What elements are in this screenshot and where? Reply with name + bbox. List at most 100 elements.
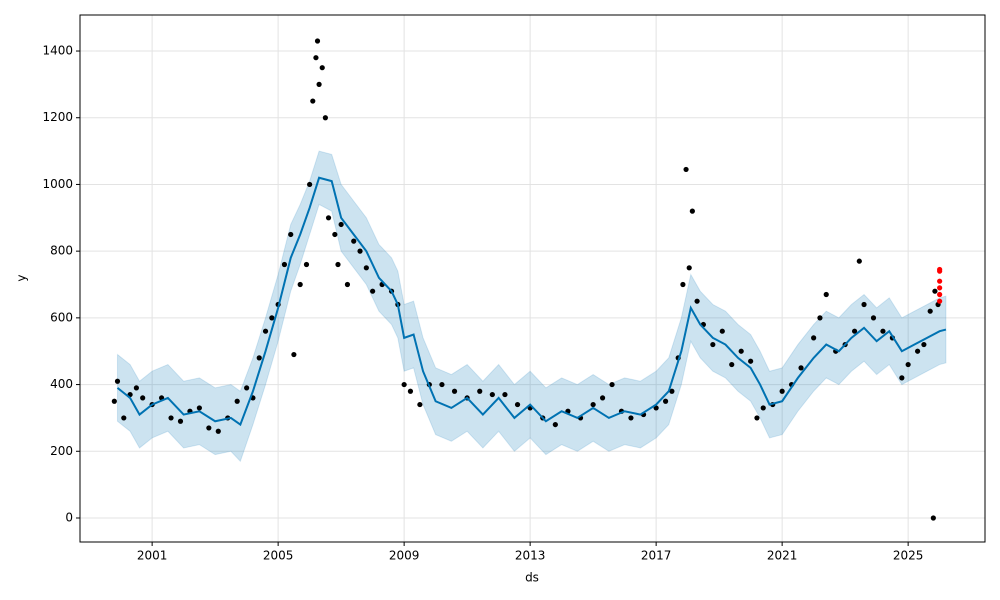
observed-point (683, 166, 689, 173)
observed-point (590, 401, 596, 408)
observed-point (823, 291, 829, 298)
x-tick-label: 2001 (137, 549, 168, 563)
observed-point (322, 115, 328, 121)
observed-point (307, 181, 313, 188)
observed-point (694, 298, 700, 304)
observed-point (880, 328, 886, 334)
observed-point (206, 425, 212, 431)
observed-point (401, 381, 407, 388)
observed-point (905, 361, 911, 368)
observed-point (234, 398, 240, 404)
observed-point (477, 388, 483, 394)
observed-point (314, 38, 321, 44)
observed-point (748, 358, 754, 364)
observed-point (344, 281, 351, 288)
observed-point (338, 221, 344, 228)
y-tick-label: 1400 (42, 44, 73, 58)
future-point (937, 291, 943, 298)
observed-point (215, 428, 221, 434)
observed-point (168, 415, 174, 421)
observed-point (303, 261, 310, 268)
observed-point (313, 55, 319, 61)
uncertainty-band (116, 150, 947, 463)
forecast-line (116, 176, 947, 427)
x-tick-label: 2017 (641, 549, 672, 563)
observed-point (351, 238, 357, 244)
y-tick-label: 400 (50, 377, 73, 391)
observed-point (552, 421, 558, 428)
observed-point (710, 341, 716, 348)
observed-point (760, 405, 766, 411)
observed-point (269, 315, 275, 321)
observed-point (316, 81, 322, 87)
x-tick-label: 2025 (893, 549, 924, 563)
observed-point (856, 258, 862, 264)
observed-point (357, 248, 363, 254)
observed-point (196, 405, 202, 411)
observed-point (914, 348, 921, 354)
observed-point (738, 348, 744, 354)
y-tick-label: 200 (50, 444, 73, 458)
observed-point (262, 328, 269, 334)
future-point (937, 298, 943, 304)
observed-point (451, 388, 458, 394)
observed-point (177, 418, 184, 424)
y-axis-label: y (15, 274, 29, 281)
y-tick-label: 800 (50, 244, 73, 258)
observed-point (599, 395, 606, 401)
observed-point (689, 208, 695, 214)
observed-point (662, 398, 669, 404)
observed-point (363, 265, 369, 271)
observed-point (407, 388, 414, 394)
observed-point (851, 328, 858, 334)
observed-point (609, 381, 615, 388)
observed-point (332, 231, 338, 238)
observed-point (439, 381, 445, 388)
observed-point (121, 415, 127, 421)
x-tick-label: 2009 (389, 549, 420, 563)
observed-point (669, 388, 675, 394)
observed-point (502, 391, 508, 398)
observed-point (111, 398, 117, 404)
observed-point (921, 341, 927, 348)
observed-point (335, 261, 341, 268)
observed-point (244, 385, 250, 391)
observed-point (256, 355, 262, 361)
observed-point (798, 365, 804, 371)
y-tick-label: 0 (65, 510, 73, 524)
x-tick-label: 2013 (515, 549, 546, 563)
observed-point (370, 288, 376, 294)
future-point (937, 266, 943, 273)
x-tick-label: 2005 (263, 549, 294, 563)
observed-point (653, 405, 659, 411)
observed-point (114, 378, 121, 384)
observed-point (140, 395, 146, 401)
plot-frame (79, 14, 986, 543)
observed-point (779, 388, 785, 394)
observed-point (870, 315, 877, 321)
observed-point (817, 315, 823, 321)
observed-point (288, 231, 294, 238)
future-point (937, 285, 943, 291)
observed-point (930, 515, 936, 521)
observed-point (927, 308, 933, 314)
observed-point (719, 328, 725, 334)
y-tick-label: 600 (50, 310, 73, 324)
observed-point (932, 288, 938, 294)
observed-point (133, 385, 139, 391)
observed-point (489, 391, 495, 398)
observed-point (686, 265, 692, 271)
observed-point (628, 415, 634, 421)
future-point (937, 278, 943, 284)
x-tick-label: 2021 (767, 549, 798, 563)
observed-point (754, 415, 760, 421)
observed-point (291, 351, 297, 358)
observed-point (514, 401, 521, 408)
observed-point (325, 215, 332, 221)
observed-point (811, 335, 817, 341)
observed-point (417, 401, 423, 408)
observed-point (319, 65, 325, 71)
observed-point (861, 301, 867, 308)
observed-point (297, 281, 303, 288)
